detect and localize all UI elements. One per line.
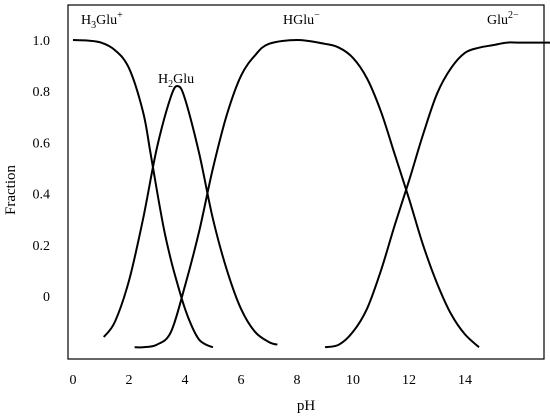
y-tick-label: 0.2 [33,239,51,254]
x-tick-label: 6 [238,373,245,388]
curves [72,38,550,349]
curve-h3glu [72,39,214,349]
curve-labels: H3Glu+ H2Glu HGlu− Glu2− [81,10,519,90]
curve-glu2 [324,41,550,349]
x-tick-label: 2 [126,373,133,388]
curve-label-h3glu: H3Glu+ [81,10,123,31]
y-tick-label: 0.4 [33,188,51,203]
curve-h2glu [102,85,278,346]
y-tick-label: 0.6 [33,136,51,151]
y-axis-label: Fraction [3,165,19,215]
y-tick-label: 1.0 [33,34,51,49]
x-tick-label: 0 [70,373,77,388]
curve-label-h2glu: H2Glu [158,72,194,90]
curve-label-hglu: HGlu− [283,10,320,28]
x-tick-label: 12 [402,373,416,388]
plot-frame [67,4,545,360]
x-axis-ticks: 0 2 4 6 8 10 12 14 [70,373,473,388]
x-axis-label: pH [297,398,316,414]
x-tick-label: 10 [346,373,360,388]
curve-label-glu2: Glu2− [487,10,519,28]
y-tick-label: 0 [43,290,50,305]
x-tick-label: 4 [182,373,189,388]
curve-hglu [134,38,480,349]
x-tick-label: 8 [294,373,301,388]
y-tick-label: 0.8 [33,85,51,100]
y-axis-ticks: 1.0 0.8 0.6 0.4 0.2 0 [33,34,51,305]
x-tick-label: 14 [458,373,472,388]
